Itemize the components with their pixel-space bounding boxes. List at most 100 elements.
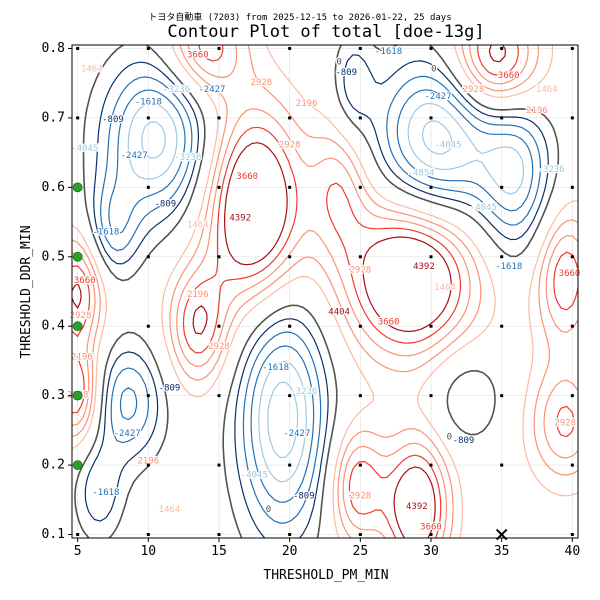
sample-point (358, 394, 362, 398)
contour-label: 1464 (187, 221, 209, 231)
x-tick-label: 20 (282, 544, 298, 559)
sample-point (146, 185, 150, 189)
contour-line--4045 (141, 120, 453, 459)
contour-label: -4045 (434, 141, 461, 151)
contour-label: 0 (447, 432, 452, 442)
y-tick-label: 0.6 (42, 180, 65, 195)
sample-point (429, 255, 433, 259)
sample-point (500, 46, 504, 50)
sample-point (146, 394, 150, 398)
contour-label: 2928 (251, 78, 273, 88)
contour-label: 4392 (413, 262, 435, 272)
x-tick-label: 5 (74, 544, 82, 559)
sample-point (570, 533, 574, 537)
sample-point (217, 533, 221, 537)
sample-point (500, 394, 504, 398)
sample-point (217, 46, 221, 50)
contour-label: 3660 (187, 50, 209, 60)
contour-label: 2196 (296, 99, 318, 109)
contour-label: 2196 (71, 352, 93, 362)
sample-point (358, 463, 362, 467)
contour-label: 4404 (328, 307, 350, 317)
y-tick-label: 0.3 (42, 388, 65, 403)
contour-label: 4392 (229, 214, 251, 224)
y-tick-label: 0.2 (42, 458, 65, 473)
contour-label: -809 (293, 491, 315, 501)
sample-point (76, 533, 80, 537)
contour-label: -1618 (92, 488, 119, 498)
sample-point (570, 46, 574, 50)
contour-label: 3660 (498, 71, 520, 81)
sample-point (570, 185, 574, 189)
contour-label: -2427 (283, 429, 310, 439)
plot-area: 1464 3660 -809 -1618 -3236 -2427 -4045 -2427 -32… (42, 41, 582, 559)
contour-label: 2928 (349, 491, 371, 501)
y-tick-label: 0.1 (42, 527, 65, 542)
contour-line--1618 (100, 75, 541, 524)
contour-label: 2196 (187, 290, 209, 300)
sample-point (217, 324, 221, 328)
sample-point (429, 463, 433, 467)
contour-label: -1618 (262, 363, 289, 373)
sample-point (288, 324, 292, 328)
sample-point (217, 463, 221, 467)
sample-point (288, 533, 292, 537)
sample-point (429, 46, 433, 50)
sample-point (570, 463, 574, 467)
sample-point (570, 394, 574, 398)
contour-label: -4045 (241, 471, 268, 481)
contour-label: 2196 (526, 106, 548, 116)
sample-point (500, 255, 504, 259)
sample-point (429, 533, 433, 537)
contour-label: 3660 (559, 269, 581, 279)
sample-point (288, 463, 292, 467)
contour-label: -3236 (538, 165, 565, 175)
sample-point (358, 116, 362, 120)
sample-point (217, 255, 221, 259)
contour-line-0 (74, 45, 560, 538)
contour-line-4392 (72, 45, 506, 538)
highlighted-point (72, 251, 83, 262)
y-tick-label: 0.7 (42, 110, 65, 125)
contour-label: -809 (159, 384, 181, 394)
sample-point (500, 116, 504, 120)
sample-point (146, 46, 150, 50)
contour-line-2196 (72, 45, 578, 538)
contour-label: 4392 (406, 502, 428, 512)
contour-label: 3660 (420, 523, 442, 533)
contour-label: 3660 (74, 276, 96, 286)
sample-point (76, 46, 80, 50)
sample-point (217, 185, 221, 189)
contour-label: -2427 (425, 92, 452, 102)
contour-label: 2928 (463, 85, 485, 95)
x-tick-label: 25 (353, 544, 369, 559)
contour-label: -4045 (71, 144, 98, 154)
contour-lines (72, 45, 578, 538)
contour-label: -2427 (114, 429, 141, 439)
highlighted-point (72, 321, 83, 332)
contour-line-1464 (72, 45, 578, 538)
sample-point (358, 255, 362, 259)
contour-label: 2928 (208, 342, 230, 352)
contour-label: 2196 (137, 457, 159, 467)
contour-line--2427 (108, 89, 534, 503)
contour-label: -2427 (121, 151, 148, 161)
x-tick-label: 15 (211, 544, 227, 559)
sample-point (429, 394, 433, 398)
contour-label: -809 (102, 115, 124, 125)
sample-point (429, 324, 433, 328)
contour-line-2928 (72, 45, 578, 538)
contour-line-3660 (72, 45, 578, 538)
sample-point (358, 533, 362, 537)
contour-label: -809 (453, 436, 475, 446)
sample-point (288, 185, 292, 189)
sample-point (429, 185, 433, 189)
sample-point (146, 255, 150, 259)
sample-point (288, 46, 292, 50)
x-axis-label: THRESHOLD_PM_MIN (263, 568, 388, 583)
contour-label: -3236 (290, 387, 317, 397)
chart-suptitle: トヨタ自動車 (7203) from 2025-12-15 to 2026-01… (148, 11, 451, 23)
contour-line--809 (84, 54, 549, 538)
contour-labels: 1464 3660 -809 -1618 -3236 -2427 -4045 -2427 -32… (66, 46, 582, 534)
